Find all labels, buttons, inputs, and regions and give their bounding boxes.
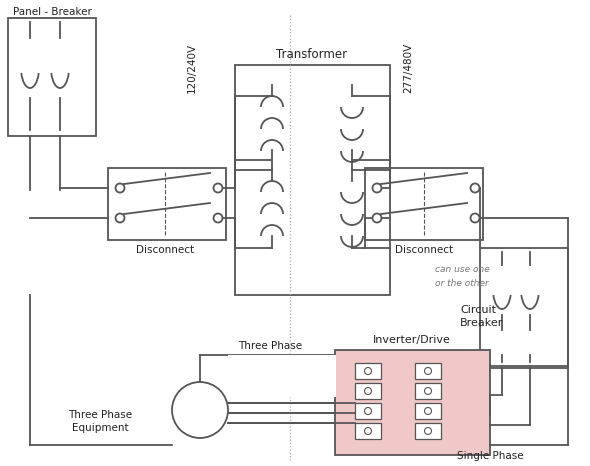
Text: Three Phase: Three Phase [238, 341, 302, 351]
Text: Breaker: Breaker [460, 318, 503, 328]
Circle shape [116, 184, 124, 192]
Text: Equipment: Equipment [72, 423, 128, 433]
Circle shape [365, 427, 372, 434]
Bar [415, 403, 441, 419]
Bar [228, 355, 336, 397]
Bar [335, 350, 490, 455]
Text: Transformer: Transformer [277, 48, 348, 62]
Bar [480, 248, 568, 366]
Bar [355, 423, 381, 439]
Circle shape [470, 213, 480, 222]
Text: 120/240V: 120/240V [187, 43, 197, 93]
Bar [235, 65, 390, 295]
Text: Panel - Breaker: Panel - Breaker [12, 7, 91, 17]
Circle shape [470, 184, 480, 192]
Bar [355, 363, 381, 379]
Bar [355, 383, 381, 399]
Bar [355, 403, 381, 419]
Circle shape [424, 427, 431, 434]
Text: can use one: can use one [435, 266, 490, 274]
Text: Single Phase: Single Phase [457, 451, 523, 461]
Bar [415, 423, 441, 439]
Text: Disconnect: Disconnect [136, 245, 194, 255]
Text: Inverter/Drive: Inverter/Drive [373, 335, 451, 345]
Circle shape [214, 213, 222, 222]
Text: Three Phase: Three Phase [68, 410, 132, 420]
Bar [108, 168, 226, 240]
Circle shape [424, 368, 431, 375]
Bar [415, 363, 441, 379]
Circle shape [372, 184, 382, 192]
Bar [8, 18, 96, 136]
Circle shape [365, 407, 372, 414]
Circle shape [365, 388, 372, 395]
Circle shape [365, 368, 372, 375]
Text: Disconnect: Disconnect [395, 245, 453, 255]
Circle shape [116, 213, 124, 222]
Circle shape [172, 382, 228, 438]
Text: 277/480V: 277/480V [403, 43, 413, 93]
Text: M: M [192, 401, 208, 419]
Circle shape [424, 407, 431, 414]
Bar [365, 168, 483, 240]
Bar [415, 383, 441, 399]
Text: or the other: or the other [435, 279, 489, 288]
Circle shape [424, 388, 431, 395]
Circle shape [372, 213, 382, 222]
Circle shape [214, 184, 222, 192]
Text: Circuit: Circuit [460, 305, 496, 315]
